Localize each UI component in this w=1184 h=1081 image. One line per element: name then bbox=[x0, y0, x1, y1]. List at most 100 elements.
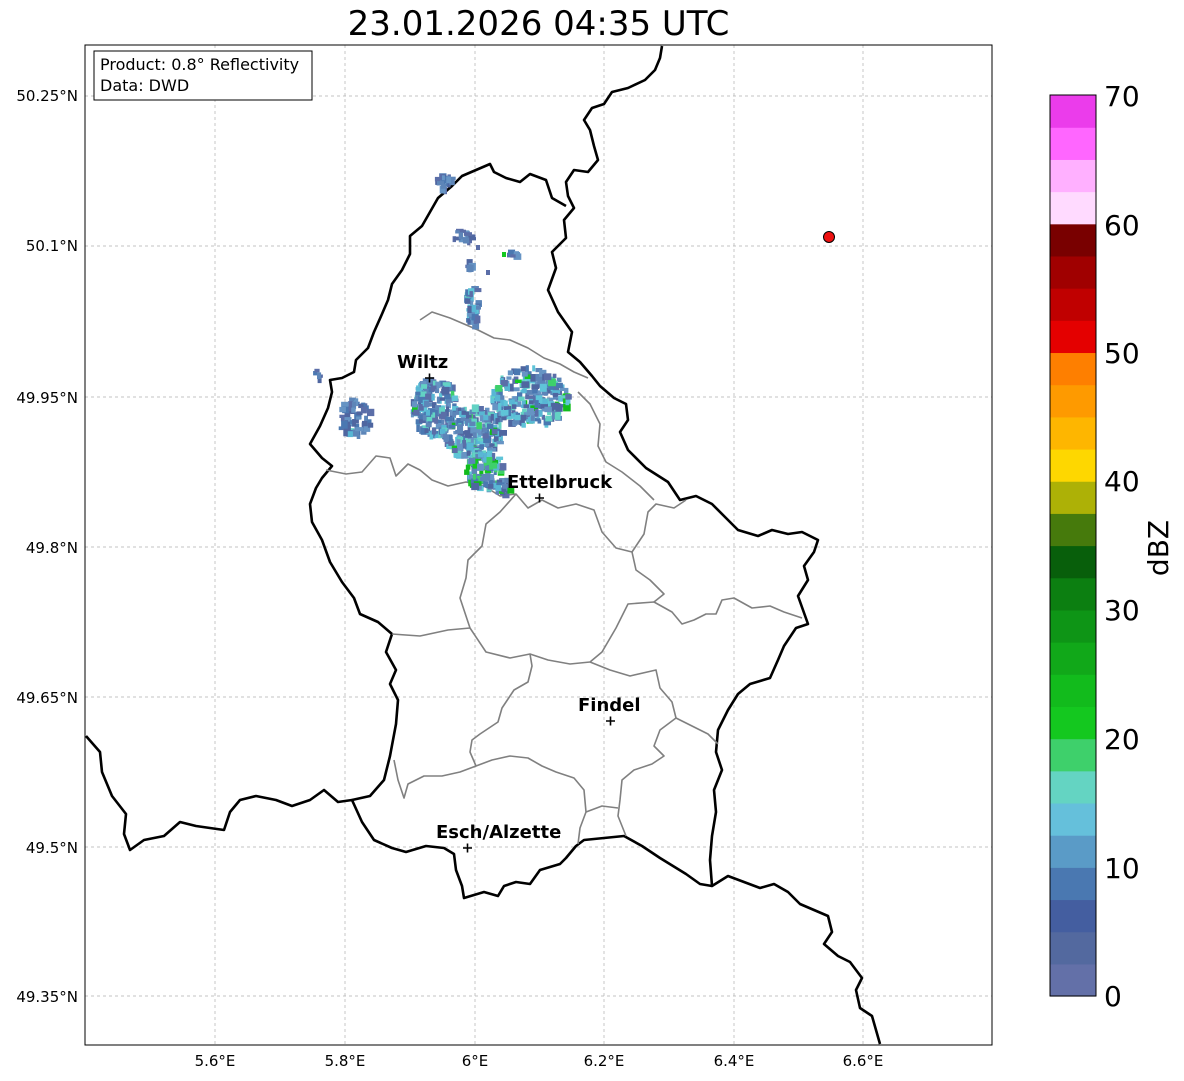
radar-echo-pixel bbox=[536, 404, 542, 409]
city-esch-alzette: Esch/Alzette bbox=[436, 822, 561, 853]
city-label-esch-alzette: Esch/Alzette bbox=[436, 822, 561, 843]
radar-site-marker[interactable] bbox=[823, 231, 835, 243]
radar-echo-pixel bbox=[465, 464, 471, 470]
radar-echo-pixel bbox=[496, 456, 504, 460]
radar-echo-pixel bbox=[503, 400, 508, 407]
radar-echo-pixel bbox=[506, 409, 511, 417]
radar-echo-pixel bbox=[511, 404, 517, 409]
cb-tick-20: 20 bbox=[1104, 723, 1140, 756]
radar-echo-pixel bbox=[486, 270, 490, 275]
radar-echo-pixel bbox=[539, 369, 547, 377]
city-findel: Findel bbox=[578, 695, 641, 726]
colorbar bbox=[1050, 95, 1096, 997]
radar-echo-pixel bbox=[424, 400, 430, 408]
radar-echo-pixel bbox=[559, 387, 564, 391]
radar-echo-pixel bbox=[467, 426, 472, 432]
radar-echo-pixel bbox=[456, 439, 461, 446]
radar-echo-pixel bbox=[504, 477, 513, 483]
colorbar-segment bbox=[1050, 577, 1096, 611]
radar-echo-pixel bbox=[477, 457, 483, 461]
radar-echo-pixel bbox=[461, 410, 467, 415]
radar-echo-pixel bbox=[533, 391, 538, 398]
radar-echo-pixel bbox=[344, 410, 351, 418]
radar-echo-pixel bbox=[532, 365, 536, 372]
radar-echo-pixel bbox=[367, 408, 375, 417]
radar-echo-pixel bbox=[526, 408, 534, 416]
radar-echo-pixel bbox=[494, 394, 501, 402]
radar-echo-pixel bbox=[521, 381, 530, 388]
radar-echo-pixel bbox=[513, 401, 518, 405]
radar-echo-pixel bbox=[457, 424, 464, 432]
radar-echo-pixel bbox=[482, 423, 486, 428]
radar-echo-pixel bbox=[535, 368, 543, 373]
radar-echo-pixel bbox=[497, 395, 505, 403]
radar-echo-pixel bbox=[352, 420, 356, 427]
radar-echo-pixel bbox=[411, 401, 418, 408]
radar-echo-pixel bbox=[543, 373, 552, 381]
radar-echo-pixel bbox=[485, 473, 491, 481]
radar-echo-pixel bbox=[491, 428, 498, 435]
radar-echo-pixel bbox=[461, 451, 469, 459]
radar-echo-pixel bbox=[462, 237, 470, 244]
colorbar-segment bbox=[1050, 835, 1096, 868]
map-frame bbox=[84, 44, 993, 1046]
radar-echo-pixel bbox=[360, 406, 367, 414]
colorbar-segment bbox=[1050, 867, 1096, 901]
radar-echo-pixel bbox=[339, 414, 346, 418]
radar-echo-pixel bbox=[348, 401, 353, 409]
y-tick-49.95: 49.95°N bbox=[16, 389, 78, 407]
radar-echo-pixel bbox=[495, 418, 500, 425]
radar-echo-pixel bbox=[354, 412, 362, 420]
radar-echo-pixel bbox=[421, 425, 429, 431]
radar-echo-pixel bbox=[431, 412, 436, 418]
radar-echo-pixel bbox=[472, 473, 476, 480]
radar-echo-pixel bbox=[508, 399, 515, 405]
radar-echo-pixel bbox=[481, 455, 486, 461]
radar-echo-pixel bbox=[467, 305, 472, 313]
radar-echo-pixel bbox=[515, 379, 522, 383]
radar-echo-pixel bbox=[500, 410, 509, 416]
radar-echo-pixel bbox=[469, 291, 473, 298]
radar-echo-pixel bbox=[483, 481, 489, 488]
radar-echo-pixel bbox=[418, 404, 426, 411]
radar-echo-pixel bbox=[435, 381, 441, 389]
radar-echo-pixel bbox=[472, 461, 477, 469]
radar-echo-pixel bbox=[468, 457, 476, 464]
radar-echo-pixel bbox=[477, 463, 484, 471]
radar-echo-pixel bbox=[449, 435, 453, 442]
radar-echo-pixel bbox=[495, 385, 503, 392]
radar-echo-pixel bbox=[426, 416, 433, 422]
colorbar-segment bbox=[1050, 738, 1096, 772]
radar-echo-pixel bbox=[539, 374, 544, 379]
radar-echo-pixel bbox=[466, 414, 472, 418]
x-tick-6.4: 6.4°E bbox=[714, 1052, 755, 1070]
radar-echo-pixel bbox=[347, 431, 353, 438]
radar-echo-pixel bbox=[555, 405, 563, 412]
radar-echo-pixel bbox=[457, 407, 462, 411]
radar-echo-pixel bbox=[490, 395, 495, 404]
radar-echo-pixel bbox=[423, 404, 427, 412]
radar-echo-pixel bbox=[500, 380, 508, 387]
colorbar-segment bbox=[1050, 191, 1096, 225]
city-label-wiltz: Wiltz bbox=[397, 352, 448, 373]
radar-echo-pixel bbox=[525, 365, 529, 372]
radar-echo-pixel bbox=[452, 406, 459, 411]
radar-echo-pixel bbox=[491, 459, 498, 466]
colorbar-segment bbox=[1050, 899, 1096, 933]
radar-echo-pixel bbox=[471, 313, 475, 321]
radar-echo-pixel bbox=[482, 458, 489, 463]
radar-echo-pixel bbox=[490, 413, 494, 421]
x-axis-ticks: 5.6°E 5.8°E 6°E 6.2°E 6.4°E 6.6°E bbox=[195, 1052, 884, 1070]
radar-echo-pixel bbox=[480, 427, 488, 433]
colorbar-segment bbox=[1050, 223, 1096, 257]
radar-echo-pixel bbox=[470, 437, 474, 445]
info-box: Product: 0.8° Reflectivity Data: DWD bbox=[93, 50, 313, 101]
radar-echo-pixel bbox=[458, 232, 464, 240]
radar-echo-pixel bbox=[460, 418, 467, 421]
radar-echo-pixel bbox=[525, 371, 532, 375]
radar-echo-pixel bbox=[464, 232, 472, 236]
radar-echo-pixel bbox=[439, 397, 445, 401]
radar-echo-pixel bbox=[541, 414, 545, 420]
radar-echo-pixel bbox=[477, 437, 483, 442]
